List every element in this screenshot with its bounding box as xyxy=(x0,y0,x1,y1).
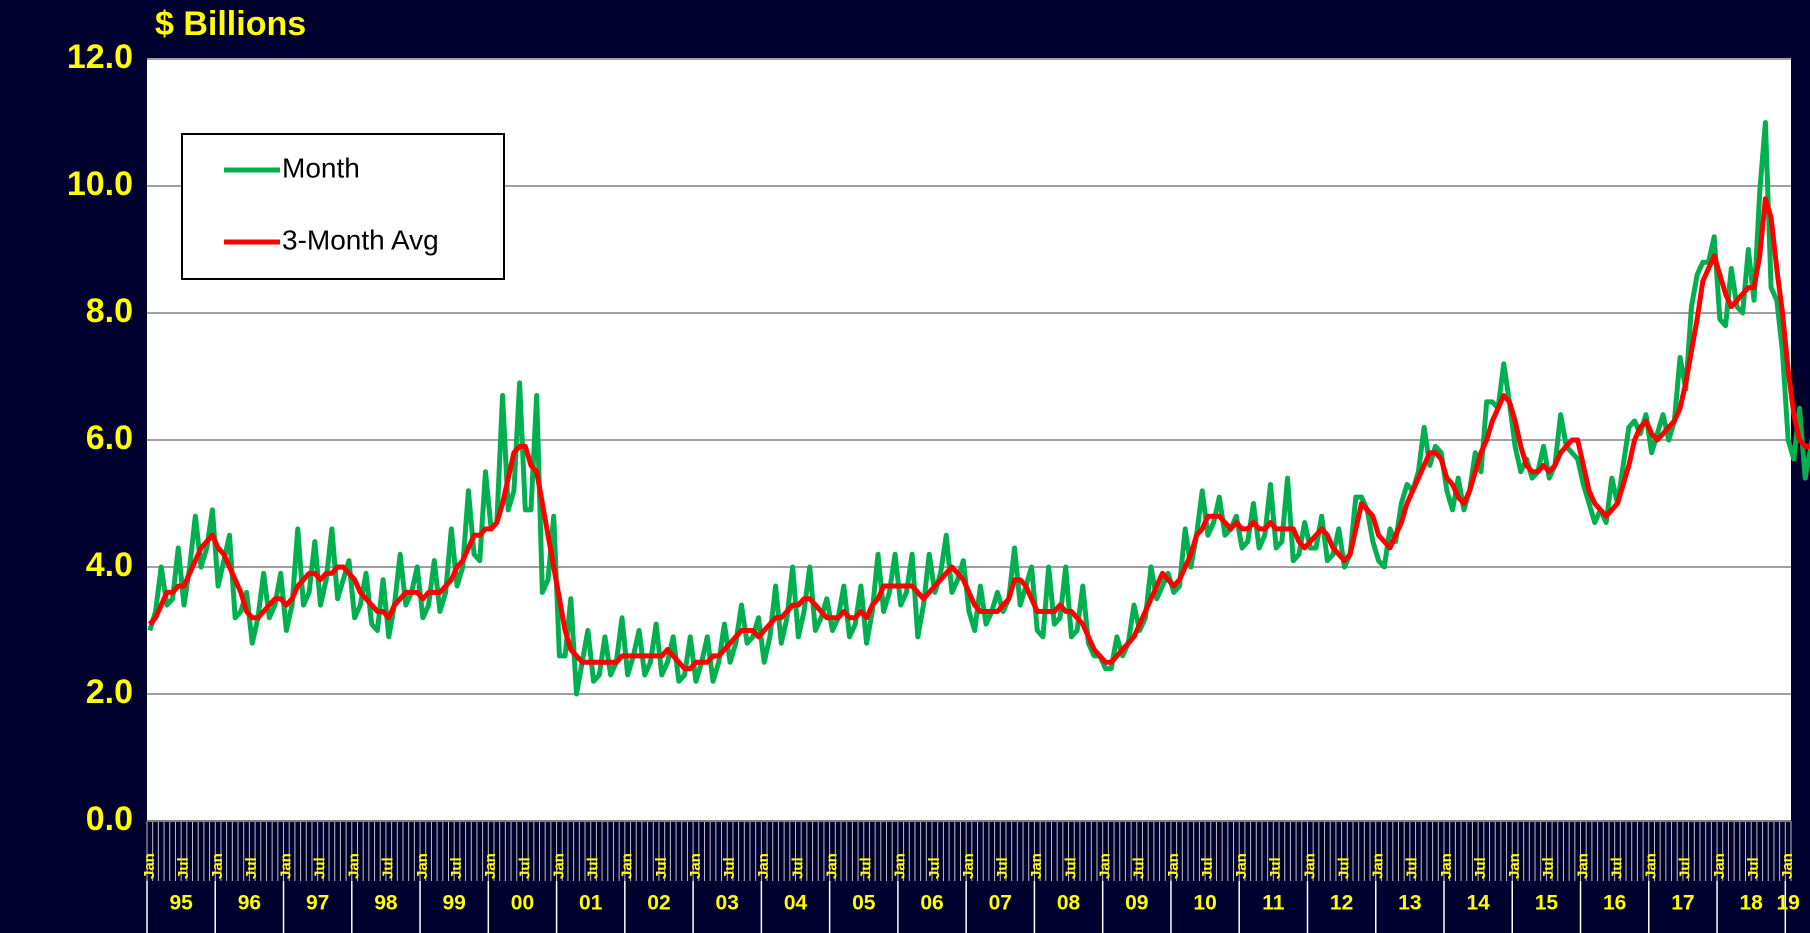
year-label: 00 xyxy=(511,892,534,915)
y-tick-label: 4.0 xyxy=(86,546,133,584)
year-label: 19 xyxy=(1776,892,1799,915)
x-tick-label: Jul xyxy=(994,857,1011,879)
x-tick-label: Jan xyxy=(1370,853,1387,879)
x-tick-label: Jul xyxy=(585,857,602,879)
year-label: 97 xyxy=(306,892,329,915)
x-tick-label: Jul xyxy=(516,857,533,879)
chart-title: $ Billions xyxy=(155,5,306,43)
year-label: 05 xyxy=(852,892,876,915)
x-tick-label: Jul xyxy=(175,857,192,879)
x-tick-label: Jul xyxy=(1062,857,1079,879)
x-tick-label: Jul xyxy=(1199,857,1216,879)
year-label: 07 xyxy=(989,892,1012,915)
series-line xyxy=(147,120,1810,697)
x-tick-label: Jan xyxy=(1028,853,1045,879)
x-tick-label: Jan xyxy=(960,853,977,879)
legend-label: 3-Month Avg xyxy=(282,224,439,255)
year-label: 08 xyxy=(1057,892,1081,915)
x-tick-label: Jul xyxy=(1472,857,1489,879)
x-tick-label: Jan xyxy=(1711,853,1728,879)
year-label: 03 xyxy=(716,892,739,915)
x-tick-label: Jul xyxy=(789,857,806,879)
x-tick-label: Jul xyxy=(243,857,260,879)
x-tick-label: Jul xyxy=(1677,857,1694,879)
x-tick-label: Jan xyxy=(141,853,158,879)
x-tick-label: Jul xyxy=(1540,857,1557,879)
legend-box xyxy=(181,133,505,280)
year-label: 12 xyxy=(1330,892,1353,915)
x-tick-label: Jan xyxy=(1438,853,1455,879)
year-label: 98 xyxy=(374,892,398,915)
year-label: 04 xyxy=(784,892,808,915)
series-line xyxy=(147,196,1810,672)
y-tick-label: 2.0 xyxy=(86,673,133,711)
year-label: 17 xyxy=(1671,892,1694,915)
year-label: 16 xyxy=(1603,892,1626,915)
x-tick-label: Jan xyxy=(1506,853,1523,879)
x-tick-label: Jul xyxy=(1745,857,1762,879)
x-tick-label: Jan xyxy=(1574,853,1591,879)
x-tick-label: Jul xyxy=(1267,857,1284,879)
x-tick-label: Jan xyxy=(346,853,363,879)
x-tick-label: Jan xyxy=(414,853,431,879)
y-tick-label: 0.0 xyxy=(86,800,133,838)
x-tick-label: Jan xyxy=(277,853,294,879)
year-label: 06 xyxy=(920,892,943,915)
x-tick-label: Jul xyxy=(858,857,875,879)
year-label: 18 xyxy=(1740,892,1764,915)
year-label: 02 xyxy=(647,892,670,915)
x-tick-label: Jan xyxy=(755,853,772,879)
x-tick-label: Jul xyxy=(1131,857,1148,879)
y-tick-label: 8.0 xyxy=(86,292,133,330)
year-label: 09 xyxy=(1125,892,1148,915)
x-tick-label: Jan xyxy=(1779,853,1796,879)
x-tick-label: Jan xyxy=(550,853,567,879)
year-label: 10 xyxy=(1193,892,1216,915)
x-tick-label: Jul xyxy=(1335,857,1352,879)
year-label: 96 xyxy=(238,892,261,915)
x-tick-label: Jan xyxy=(482,853,499,879)
x-tick-label: Jul xyxy=(380,857,397,879)
x-tick-label: Jan xyxy=(1301,853,1318,879)
x-tick-label: Jan xyxy=(823,853,840,879)
x-tick-label: Jul xyxy=(721,857,738,879)
y-tick-label: 12.0 xyxy=(67,38,133,76)
x-tick-label: Jan xyxy=(1643,853,1660,879)
x-tick-label: Jan xyxy=(1233,853,1250,879)
x-tick-label: Jan xyxy=(1165,853,1182,879)
x-tick-label: Jul xyxy=(448,857,465,879)
x-tick-label: Jan xyxy=(1096,853,1113,879)
y-tick-label: 10.0 xyxy=(67,165,133,203)
year-label: 13 xyxy=(1398,892,1421,915)
y-tick-label: 6.0 xyxy=(86,419,133,457)
year-label: 15 xyxy=(1535,892,1559,915)
year-label: 01 xyxy=(579,892,603,915)
year-label: 14 xyxy=(1466,892,1490,915)
x-tick-label: Jul xyxy=(653,857,670,879)
year-label: 99 xyxy=(443,892,466,915)
x-tick-label: Jul xyxy=(311,857,328,879)
x-tick-label: Jan xyxy=(892,853,909,879)
x-tick-label: Jul xyxy=(926,857,943,879)
x-tick-label: Jan xyxy=(619,853,636,879)
x-tick-label: Jul xyxy=(1404,857,1421,879)
x-tick-label: Jan xyxy=(687,853,704,879)
year-label: 11 xyxy=(1262,892,1285,915)
x-tick-label: Jul xyxy=(1608,857,1625,879)
year-label: 95 xyxy=(169,892,193,915)
legend-label: Month xyxy=(282,152,360,183)
x-tick-label: Jan xyxy=(209,853,226,879)
